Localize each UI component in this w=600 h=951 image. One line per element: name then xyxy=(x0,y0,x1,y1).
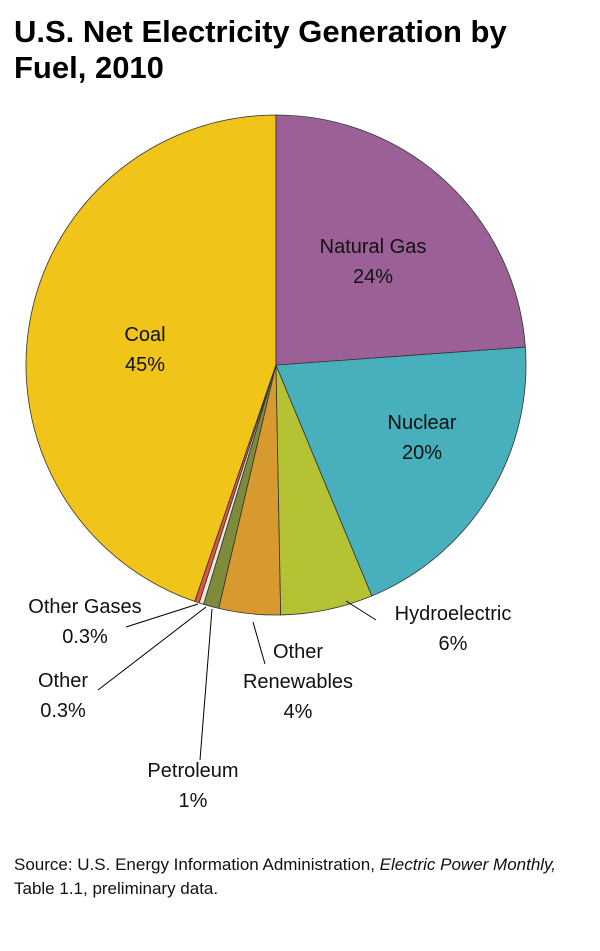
source-note: Source: U.S. Energy Information Administ… xyxy=(14,853,574,901)
leader-line xyxy=(252,621,266,665)
value-label: 4% xyxy=(283,701,313,723)
leader-line xyxy=(345,600,377,621)
slice-label: Hydroelectric 6% xyxy=(353,599,553,659)
slice-label: Other Renewables 4% xyxy=(223,637,373,727)
category-label: Other Gases xyxy=(28,596,142,618)
slice-label: Coal 45% xyxy=(45,320,245,380)
leader-line xyxy=(97,606,207,691)
pie-slice xyxy=(275,346,527,597)
pie-slice xyxy=(25,114,277,602)
slice-label: Natural Gas 24% xyxy=(273,232,473,292)
leader-lines xyxy=(97,600,377,761)
category-label: Other xyxy=(37,670,89,692)
value-label: 0.3% xyxy=(62,626,108,648)
category-label: Other Renewables xyxy=(242,641,354,693)
category-label: Petroleum xyxy=(147,760,239,782)
value-label: 1% xyxy=(178,790,208,812)
value-label: 20% xyxy=(401,442,443,464)
pie-slice xyxy=(275,114,526,366)
category-label: Coal xyxy=(124,324,166,346)
leader-line xyxy=(199,608,213,761)
category-label: Natural Gas xyxy=(319,236,427,258)
value-label: 45% xyxy=(124,354,166,376)
category-label: Hydroelectric xyxy=(394,603,512,625)
slice-label: Other 0.3% xyxy=(13,666,113,726)
value-label: 0.3% xyxy=(40,700,86,722)
source-text: Source: U.S. Energy Information Administ… xyxy=(14,855,380,874)
slice-label: Petroleum 1% xyxy=(93,756,293,816)
category-label: Nuclear xyxy=(387,412,457,434)
source-text: Table 1.1, preliminary data. xyxy=(14,879,219,898)
value-label: 24% xyxy=(352,266,394,288)
source-text: Electric Power Monthly, xyxy=(379,855,557,874)
slice-label: Other Gases 0.3% xyxy=(0,592,185,652)
chart-title: U.S. Net Electricity Generation by Fuel,… xyxy=(14,14,507,85)
slice-label: Nuclear 20% xyxy=(322,408,522,468)
value-label: 6% xyxy=(438,633,468,655)
leader-line xyxy=(125,603,199,628)
